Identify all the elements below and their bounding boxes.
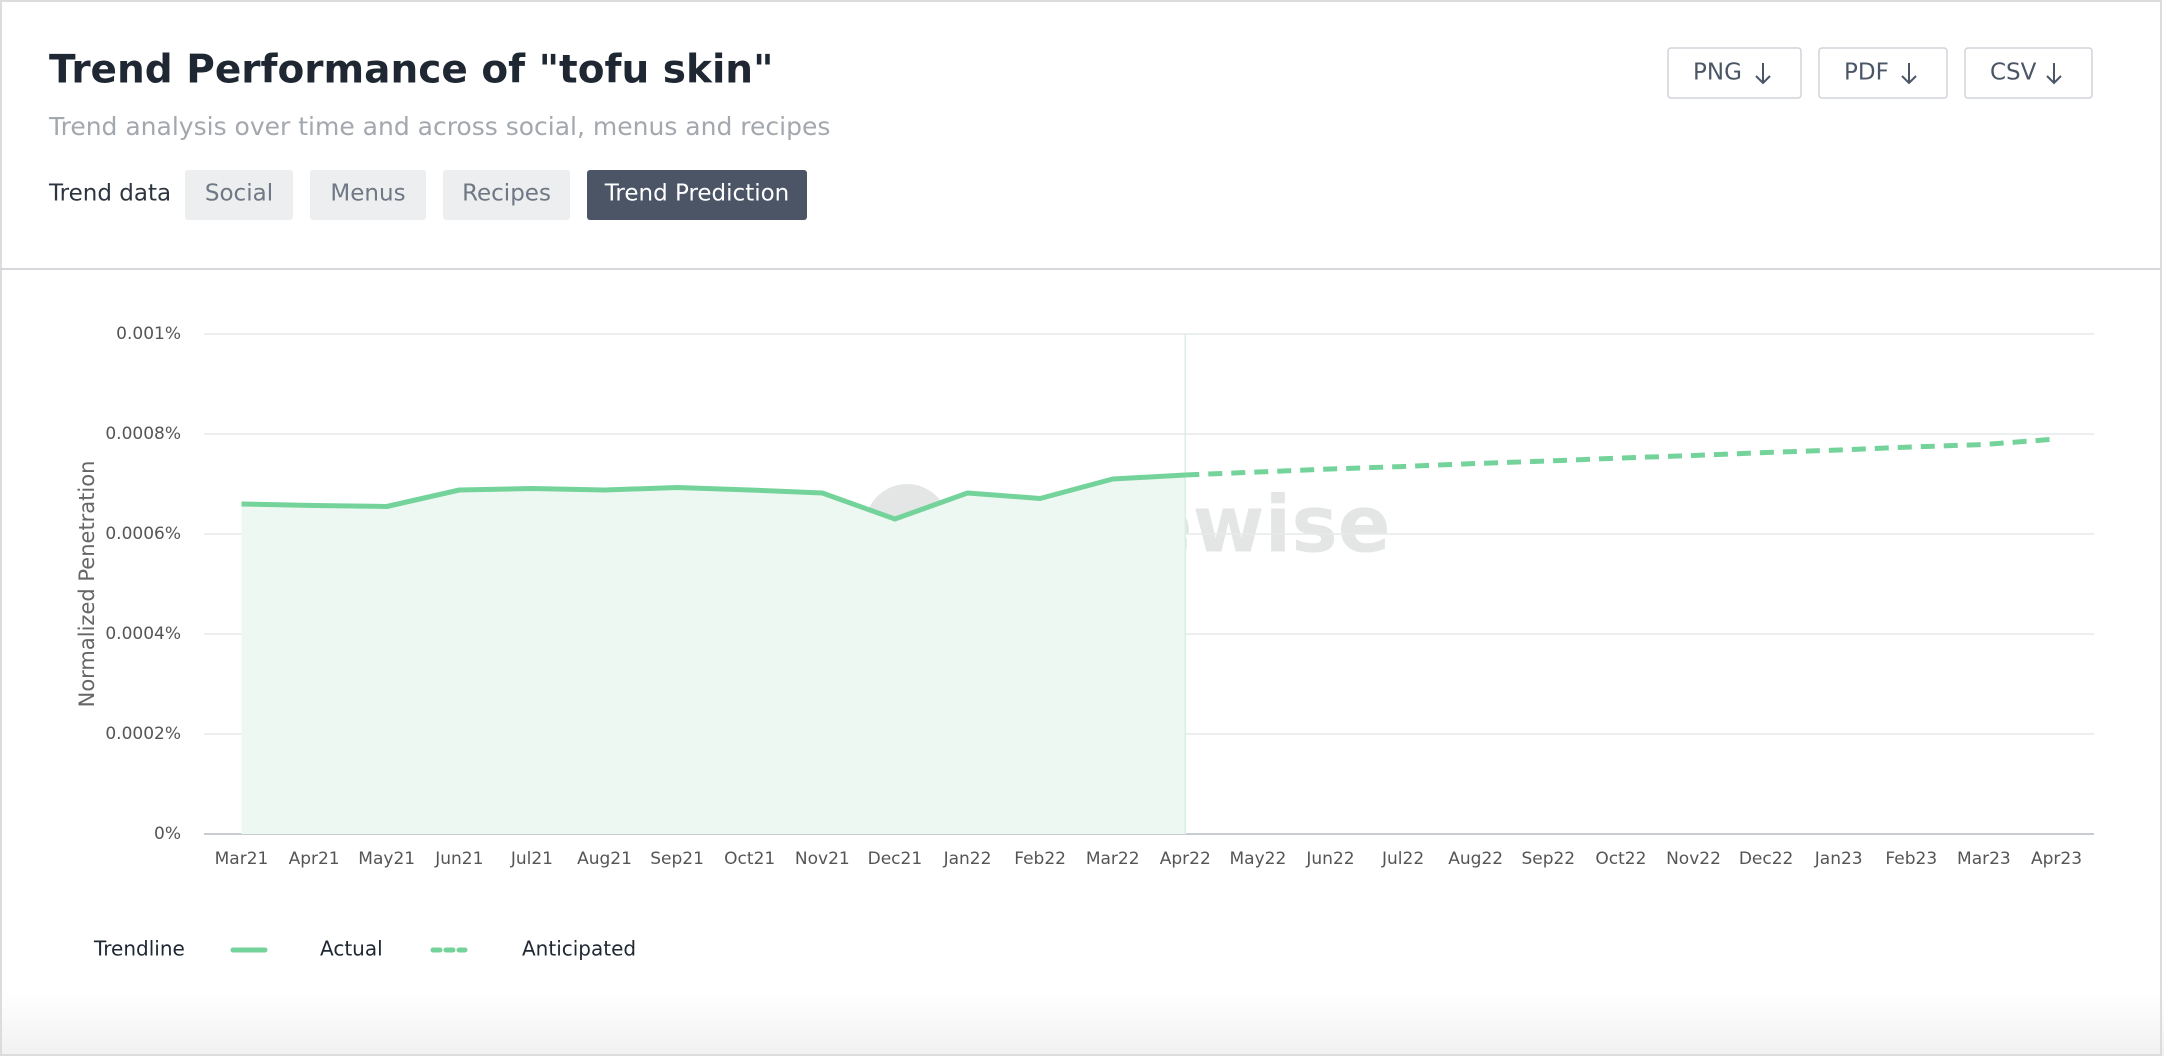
x-tick-label: Sep22 [1521, 849, 1575, 869]
button-frame [310, 170, 426, 220]
y-tick-label: 0.0008% [105, 424, 181, 444]
button-label: PNG [1693, 60, 1742, 86]
area-fill [241, 475, 1186, 834]
legend-label: Actual [320, 937, 383, 961]
series-line [241, 472, 1186, 522]
x-tick-label: Mar22 [1086, 849, 1140, 869]
x-tick-label: Apr21 [289, 849, 340, 869]
x-tick-label: Jul22 [1381, 849, 1424, 869]
button-label: Trend Prediction [604, 181, 790, 207]
series-line [1185, 436, 2057, 478]
y-axis-label: Normalized Penetration [75, 461, 99, 708]
x-tick-label: Feb23 [1885, 849, 1937, 869]
download-icon [1755, 63, 1771, 85]
x-tick-label: Jun21 [434, 849, 483, 869]
y-tick-label: 0.0002% [105, 724, 181, 744]
filter-label: Trend data [48, 181, 171, 207]
x-tick-label: Oct22 [1595, 849, 1646, 869]
x-tick-label: Aug21 [577, 849, 632, 869]
x-tick-label: Nov21 [795, 849, 850, 869]
export-button[interactable]: PNG [1667, 47, 1802, 99]
button-label: Recipes [462, 181, 551, 207]
legend-label: Anticipated [522, 937, 636, 961]
export-button[interactable]: PDF [1818, 47, 1948, 99]
button-frame [1667, 47, 1802, 99]
chart: tastewise0%0.0002%0.0004%0.0006%0.0008%0… [75, 324, 2094, 869]
x-tick-label: Aug22 [1448, 849, 1503, 869]
y-tick-label: 0% [154, 824, 181, 844]
x-tick-label: Apr22 [1160, 849, 1211, 869]
x-tick-label: Jan23 [1814, 849, 1863, 869]
x-tick-label: Apr23 [2031, 849, 2082, 869]
download-icon [2046, 63, 2062, 85]
download-icon [1901, 63, 1917, 85]
y-tick-label: 0.0004% [105, 624, 181, 644]
x-tick-label: Mar23 [1957, 849, 2011, 869]
filter-button[interactable]: Recipes [443, 170, 570, 220]
x-tick-label: May22 [1230, 849, 1287, 869]
export-button[interactable]: CSV [1964, 47, 2093, 99]
x-tick-label: Feb22 [1014, 849, 1066, 869]
button-frame [1964, 47, 2093, 99]
x-tick-label: Sep21 [650, 849, 704, 869]
button-label: CSV [1990, 60, 2037, 86]
button-label: Social [205, 181, 273, 207]
x-tick-label: Nov22 [1666, 849, 1721, 869]
button-label: PDF [1844, 60, 1889, 86]
y-tick-label: 0.001% [116, 324, 181, 344]
x-tick-label: Dec21 [868, 849, 923, 869]
button-label: Menus [330, 181, 405, 207]
x-tick-label: Jun22 [1305, 849, 1354, 869]
x-tick-label: Jul21 [510, 849, 553, 869]
x-tick-label: Jan22 [943, 849, 992, 869]
page-subtitle: Trend analysis over time and across soci… [48, 112, 830, 141]
x-tick-label: Mar21 [215, 849, 269, 869]
button-frame [443, 170, 570, 220]
button-frame [185, 170, 293, 220]
legend-title: Trendline [93, 937, 185, 961]
x-tick-label: May21 [358, 849, 415, 869]
filter-button[interactable]: Menus [310, 170, 426, 220]
page-title: Trend Performance of "tofu skin" [49, 48, 773, 93]
x-tick-label: Dec22 [1739, 849, 1794, 869]
filter-button[interactable]: Social [185, 170, 293, 220]
x-tick-label: Oct21 [724, 849, 775, 869]
y-tick-label: 0.0006% [105, 524, 181, 544]
legend: Trendline Actual Anticipated [93, 937, 636, 961]
button-frame [587, 170, 807, 220]
filter-button[interactable]: Trend Prediction [587, 170, 807, 220]
bottom-shade [0, 990, 2164, 1056]
button-frame [1818, 47, 1948, 99]
